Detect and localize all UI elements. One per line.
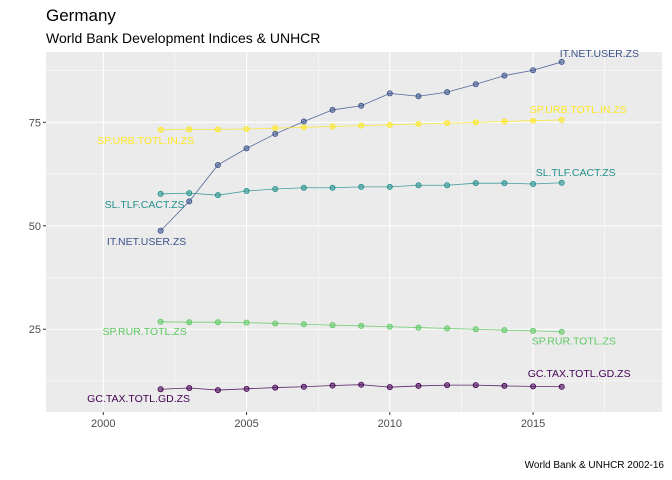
data-point — [186, 384, 193, 391]
data-point — [214, 387, 221, 394]
data-point — [386, 121, 393, 128]
series-label: SL.TLF.CACT.ZS — [105, 199, 185, 211]
y-tick-label: 25 — [29, 324, 41, 336]
data-point — [386, 183, 393, 190]
data-point — [415, 382, 422, 389]
data-point — [329, 322, 336, 329]
plot-panel — [46, 52, 662, 412]
data-point — [272, 185, 279, 192]
data-point — [272, 384, 279, 391]
data-point — [329, 106, 336, 113]
data-point — [243, 125, 250, 132]
data-point — [501, 327, 508, 334]
data-point — [157, 318, 164, 325]
data-point — [329, 184, 336, 191]
data-point — [530, 383, 537, 390]
data-point — [415, 324, 422, 331]
data-point — [444, 120, 451, 127]
data-point — [300, 321, 307, 328]
data-point — [386, 384, 393, 391]
data-point — [472, 119, 479, 126]
data-point — [558, 116, 565, 123]
data-point — [501, 118, 508, 125]
data-point — [444, 325, 451, 332]
chart-title: Germany — [46, 6, 116, 25]
data-point — [386, 323, 393, 330]
data-point — [272, 125, 279, 132]
series-label: SP.RUR.TOTL.ZS — [532, 336, 616, 348]
data-point — [530, 67, 537, 74]
data-point — [272, 320, 279, 327]
data-point — [214, 161, 221, 168]
series-label: SP.URB.TOTL.IN.ZS — [530, 104, 627, 116]
data-point — [358, 381, 365, 388]
data-point — [243, 145, 250, 152]
x-tick-label: 2010 — [378, 418, 402, 430]
x-tick-label: 2000 — [91, 418, 115, 430]
data-point — [558, 328, 565, 335]
data-point — [530, 117, 537, 124]
data-point — [243, 385, 250, 392]
data-point — [501, 382, 508, 389]
data-point — [358, 183, 365, 190]
data-point — [157, 386, 164, 393]
data-point — [186, 190, 193, 197]
data-point — [415, 182, 422, 189]
series-label: SP.URB.TOTL.IN.ZS — [97, 135, 194, 147]
data-point — [444, 382, 451, 389]
data-point — [300, 184, 307, 191]
chart-subtitle: World Bank Development Indices & UNHCR — [46, 30, 321, 46]
data-point — [358, 102, 365, 109]
data-point — [558, 383, 565, 390]
data-point — [214, 319, 221, 326]
data-point — [300, 383, 307, 390]
data-point — [243, 319, 250, 326]
y-tick-label: 50 — [29, 221, 41, 233]
data-point — [358, 122, 365, 129]
data-point — [530, 327, 537, 334]
data-point — [501, 180, 508, 187]
data-point — [415, 93, 422, 100]
series-label: SL.TLF.CACT.ZS — [536, 167, 616, 179]
data-point — [186, 198, 193, 205]
data-point — [186, 126, 193, 133]
series-label: GC.TAX.TOTL.GD.ZS — [528, 368, 631, 380]
data-point — [157, 190, 164, 197]
data-point — [243, 188, 250, 195]
data-point — [329, 382, 336, 389]
x-tick-label: 2005 — [234, 418, 258, 430]
data-point — [186, 319, 193, 326]
data-point — [558, 179, 565, 186]
data-point — [358, 322, 365, 329]
data-point — [472, 81, 479, 88]
data-point — [472, 180, 479, 187]
data-point — [329, 123, 336, 130]
data-point — [472, 326, 479, 333]
chart-caption: World Bank & UNHCR 2002-16 — [524, 460, 664, 471]
data-point — [300, 124, 307, 131]
data-point — [157, 227, 164, 234]
data-point — [444, 182, 451, 189]
data-point — [530, 180, 537, 187]
data-point — [386, 90, 393, 97]
data-point — [501, 72, 508, 79]
data-point — [558, 58, 565, 65]
data-point — [472, 382, 479, 389]
data-point — [415, 121, 422, 128]
series-label: IT.NET.USER.ZS — [107, 236, 186, 248]
data-point — [272, 130, 279, 137]
data-point — [157, 126, 164, 133]
data-point — [444, 89, 451, 96]
series-label: SP.RUR.TOTL.ZS — [102, 326, 186, 338]
data-point — [214, 126, 221, 133]
data-point — [300, 118, 307, 125]
series-label: IT.NET.USER.ZS — [560, 48, 639, 60]
data-point — [214, 192, 221, 199]
y-tick-label: 75 — [29, 117, 41, 129]
series-label: GC.TAX.TOTL.GD.ZS — [87, 393, 190, 405]
x-tick-label: 2015 — [521, 418, 545, 430]
